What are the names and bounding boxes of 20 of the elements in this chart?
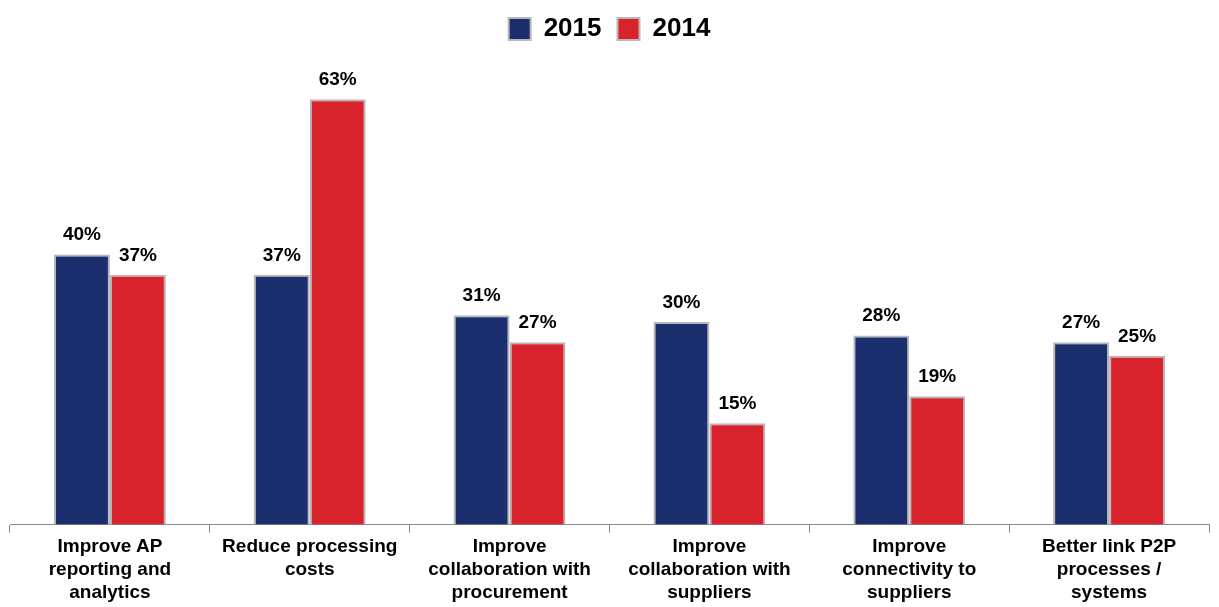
data-label: 30% bbox=[662, 290, 701, 312]
data-label: 28% bbox=[862, 304, 901, 326]
legend-label: 2014 bbox=[652, 12, 711, 43]
x-tick-label: Improve connectivity to suppliers bbox=[842, 535, 977, 602]
legend-label: 2015 bbox=[543, 12, 602, 43]
data-label: 31% bbox=[462, 284, 501, 306]
data-label: 19% bbox=[918, 365, 957, 387]
data-label: 40% bbox=[62, 223, 102, 245]
x-tick-label: Improve collaboration with procurement bbox=[428, 535, 591, 602]
x-tick-label: Improve collaboration with suppliers bbox=[628, 535, 791, 602]
data-label: 27% bbox=[518, 311, 557, 333]
data-label: 15% bbox=[718, 392, 757, 414]
data-label: 37% bbox=[262, 243, 301, 265]
data-label: 37% bbox=[118, 243, 158, 265]
x-tick-label: Improve AP reporting and analytics bbox=[48, 535, 172, 602]
data-label: 25% bbox=[1118, 324, 1157, 346]
data-label: 63% bbox=[318, 67, 357, 89]
x-tick-label: Reduce processing costs bbox=[222, 535, 398, 580]
data-label: 27% bbox=[1062, 311, 1101, 333]
x-tick-label: Better link P2P processes / systems bbox=[1042, 535, 1177, 602]
